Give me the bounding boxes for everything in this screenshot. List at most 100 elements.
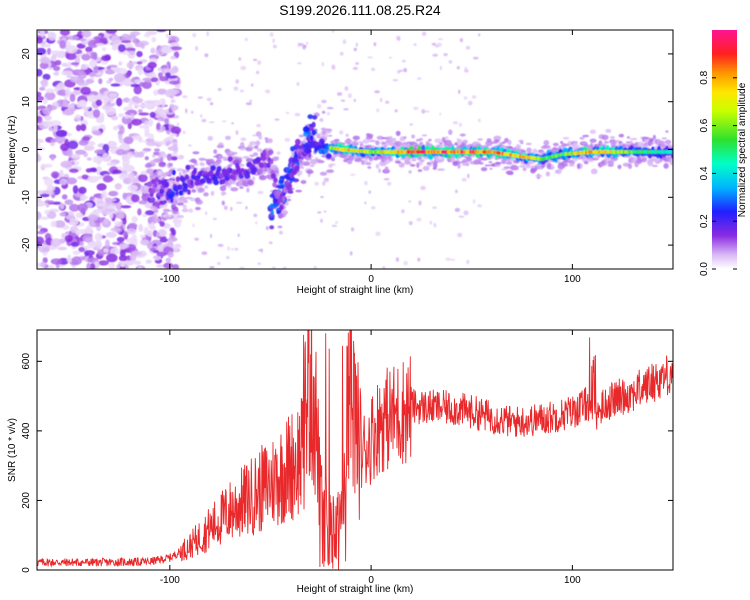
track-halo	[564, 163, 568, 167]
noise-blob	[50, 138, 58, 143]
noise-blob	[104, 197, 112, 203]
colorbar-gradient	[712, 30, 737, 269]
noise-blob	[429, 220, 433, 225]
track-halo	[183, 199, 188, 204]
noise-blob	[110, 247, 120, 255]
track-halo	[321, 110, 326, 114]
noise-blob	[217, 262, 221, 265]
track-halo	[279, 230, 283, 235]
spectrogram-heatmap	[37, 30, 673, 269]
track-halo	[152, 172, 157, 175]
noise-blob	[317, 103, 322, 109]
track-halo	[200, 162, 205, 167]
track-halo	[173, 211, 180, 214]
noise-blob	[37, 236, 44, 245]
noise-blob	[47, 31, 57, 41]
noise-blob	[110, 227, 121, 232]
noise-blob	[114, 183, 123, 190]
track-halo	[295, 189, 303, 193]
noise-blob	[459, 122, 462, 127]
noise-blob	[473, 56, 479, 60]
noise-blob	[116, 213, 125, 219]
noise-blob	[371, 206, 376, 210]
noise-blob	[37, 225, 43, 229]
track-feature	[269, 217, 275, 221]
noise-blob	[208, 121, 215, 124]
track-halo	[345, 133, 349, 137]
noise-blob	[37, 142, 41, 147]
spectrogram-track	[144, 106, 673, 235]
noise-blob	[118, 61, 123, 66]
noise-blob	[123, 78, 133, 87]
noise-blob	[65, 40, 72, 50]
track-halo	[532, 148, 538, 155]
noise-blob	[388, 56, 393, 59]
noise-blob	[44, 209, 50, 215]
track-core	[273, 177, 278, 183]
noise-blob	[86, 262, 91, 269]
track-halo	[221, 193, 225, 196]
track-halo	[164, 212, 169, 216]
track-feature	[303, 131, 307, 137]
noise-blob	[139, 234, 146, 239]
noise-blob	[244, 37, 248, 42]
noise-blob	[352, 66, 358, 70]
noise-blob	[321, 99, 327, 104]
track-halo	[439, 142, 443, 145]
track-halo	[637, 141, 645, 147]
noise-blob	[417, 257, 421, 262]
noise-blob	[87, 214, 99, 222]
noise-blob	[69, 76, 82, 83]
noise-blob	[282, 266, 287, 269]
noise-blob	[37, 111, 41, 117]
noise-blob	[118, 242, 130, 249]
track-halo	[466, 157, 472, 162]
noise-blob	[45, 88, 55, 94]
x-tick-label: 100	[564, 274, 581, 285]
track-core	[267, 149, 274, 155]
noise-blob	[456, 66, 460, 70]
track-core	[184, 174, 190, 180]
track-halo	[357, 141, 365, 144]
noise-blob	[122, 192, 128, 200]
track-halo	[323, 133, 329, 138]
noise-blob	[138, 112, 150, 116]
noise-blob	[52, 65, 61, 71]
noise-blob	[172, 264, 180, 269]
noise-blob	[416, 77, 422, 80]
noise-blob	[157, 244, 163, 253]
track-halo	[174, 196, 178, 199]
noise-blob	[217, 243, 224, 247]
noise-blob	[320, 196, 324, 198]
noise-blob	[439, 112, 442, 116]
track-halo	[240, 142, 245, 148]
noise-blob	[119, 125, 125, 135]
noise-blob	[297, 62, 302, 65]
noise-blob	[37, 68, 43, 77]
snr-frame	[36, 329, 674, 571]
noise-blob	[57, 246, 68, 251]
track-core	[221, 178, 226, 185]
track-halo	[418, 137, 423, 141]
noise-blob	[114, 221, 122, 227]
noise-blob	[100, 112, 105, 121]
noise-blob	[170, 55, 177, 60]
noise-blob	[466, 259, 470, 265]
noise-blob	[174, 221, 181, 228]
noise-blob	[92, 155, 104, 164]
track-halo	[507, 139, 512, 146]
track-core	[263, 162, 268, 168]
noise-blob	[61, 62, 68, 67]
track-core	[282, 196, 286, 202]
noise-blob	[130, 83, 141, 88]
track-halo	[417, 169, 423, 172]
noise-blob	[209, 234, 213, 238]
noise-blob	[159, 125, 163, 129]
noise-blob	[61, 70, 73, 76]
noise-blob	[78, 246, 85, 253]
track-halo	[302, 140, 306, 145]
y-tick-label: 0	[21, 146, 32, 152]
track-halo	[322, 181, 326, 186]
noise-blob	[420, 185, 426, 191]
noise-blob	[37, 138, 43, 143]
